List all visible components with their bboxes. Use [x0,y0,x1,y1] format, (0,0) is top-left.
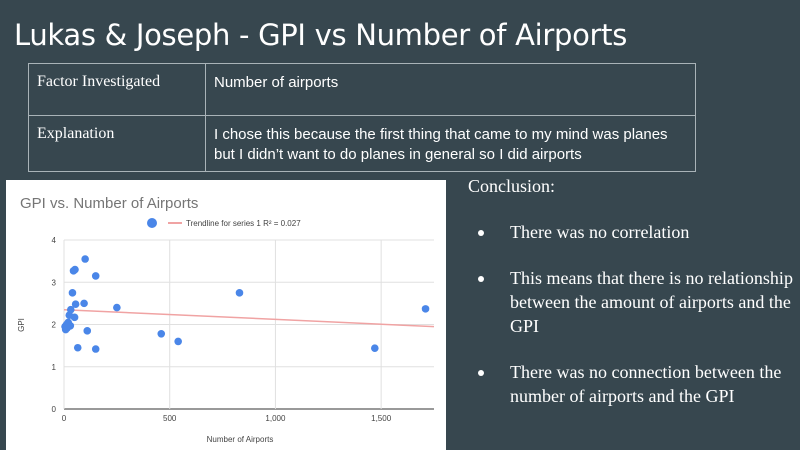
scatter-chart: GPI vs. Number of Airports Trendline for… [17,195,435,444]
row-value-explanation: I chose this because the first thing tha… [205,115,696,172]
info-table: Factor Investigated Number of airports E… [28,63,696,172]
data-point [174,337,182,346]
data-point [66,305,75,314]
row-value-factor: Number of airports [205,63,696,116]
conclusion-list: There was no correlation This means that… [466,220,800,408]
data-point [71,300,80,309]
data-point [91,272,100,280]
list-item: There was no connection between the numb… [466,360,800,408]
data-point [81,255,89,263]
bullet-icon [478,370,484,376]
conclusion-title: Conclusion: [468,176,556,196]
data-point [113,303,121,312]
slide-title: Lukas & Joseph - GPI vs Number of Airpor… [14,18,628,52]
x-tick-label: 0 [62,414,67,423]
y-tick-label: 0 [52,405,57,414]
y-tick-label: 1 [52,363,57,372]
x-tick-label: 500 [163,414,177,423]
row-key-factor: Factor Investigated [28,63,206,116]
table-row: Factor Investigated Number of airports [28,63,696,116]
x-tick-label: 1,500 [371,414,392,423]
conclusion-panel: Conclusion: There was no correlation Thi… [466,176,800,430]
data-point [68,289,77,297]
bullet-icon [478,276,484,282]
conclusion-bullet-text: This means that there is no relationship… [510,268,793,336]
data-point [371,344,379,352]
y-tick-label: 4 [52,236,57,245]
trendline [63,308,435,328]
data-point [157,329,166,338]
data-point [421,305,430,313]
conclusion-bullet-text: There was no connection between the numb… [510,362,782,406]
y-axis-label: GPI [17,318,26,332]
legend-series-marker [147,218,157,228]
chart-card: GPI vs. Number of Airports Trendline for… [6,180,446,450]
table-row: Explanation I chose this because the fir… [28,115,696,172]
data-point [83,327,92,335]
conclusion-bullet-text: There was no correlation [510,222,690,242]
data-point [73,343,82,352]
legend-trendline-label: Trendline for series 1 R² = 0.027 [186,219,301,228]
list-item: There was no correlation [466,220,800,244]
data-point [70,313,79,322]
data-point [66,321,75,330]
list-item: This means that there is no relationship… [466,266,800,338]
bullet-icon [478,230,484,236]
data-point [235,289,244,297]
data-point [91,345,100,353]
y-tick-label: 3 [52,278,57,287]
row-key-explanation: Explanation [28,115,206,172]
chart-title: GPI vs. Number of Airports [20,195,198,212]
y-tick-label: 2 [52,321,57,330]
x-tick-label: 1,000 [265,414,286,423]
data-point [80,299,88,308]
data-point [71,265,79,274]
x-axis-label: Number of Airports [207,435,274,444]
